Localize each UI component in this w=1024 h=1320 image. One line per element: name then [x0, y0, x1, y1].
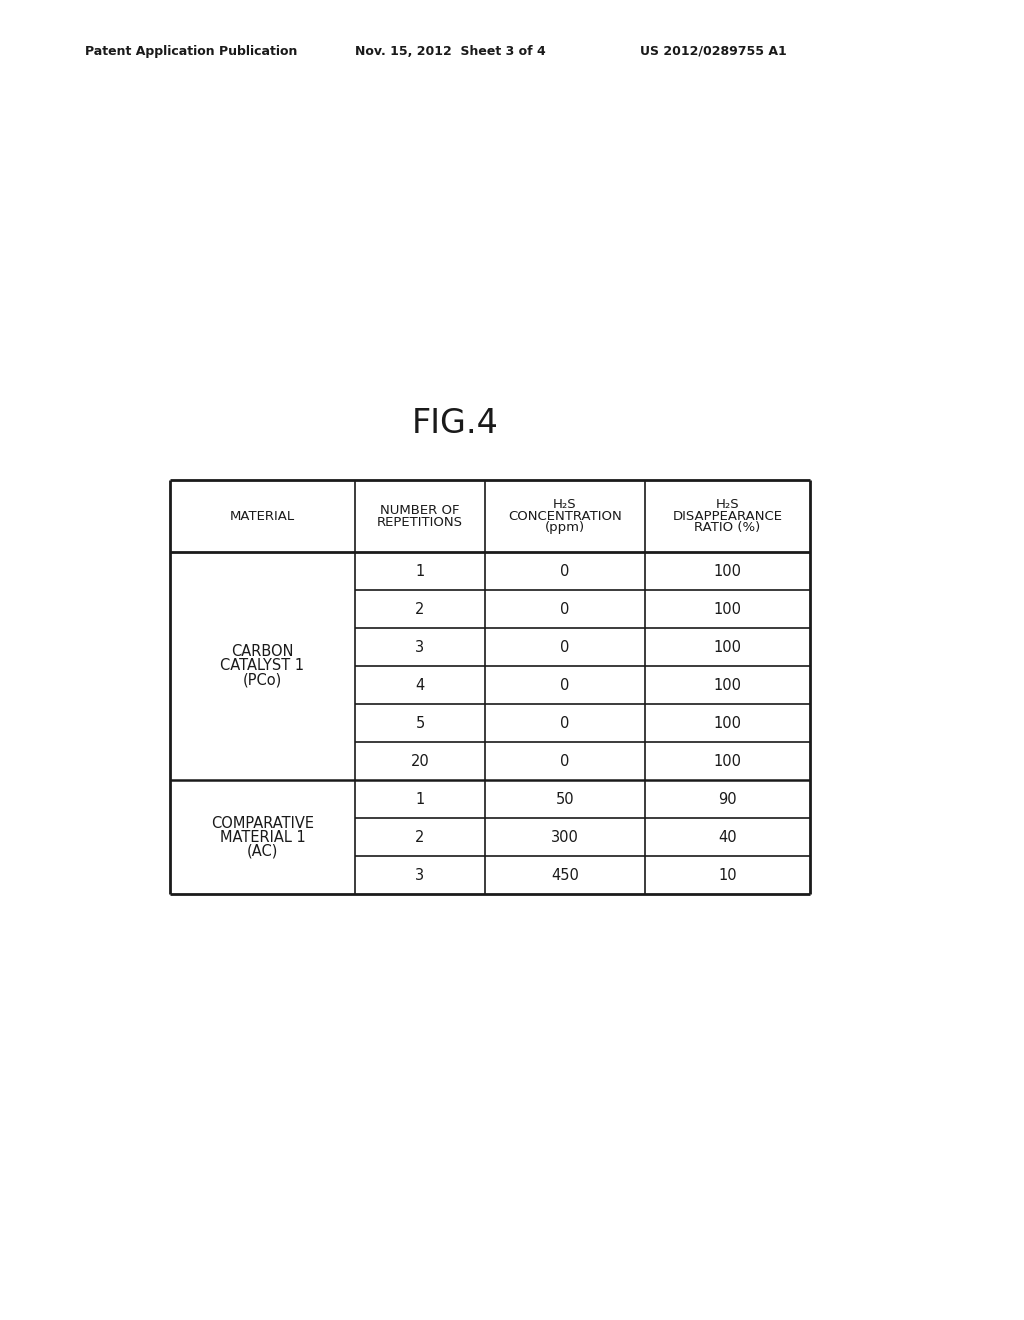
Text: RATIO (%): RATIO (%)	[694, 521, 761, 535]
Text: MATERIAL 1: MATERIAL 1	[219, 829, 305, 845]
Text: 300: 300	[551, 829, 579, 845]
Text: 3: 3	[416, 639, 425, 655]
Text: 0: 0	[560, 677, 569, 693]
Text: (PCo): (PCo)	[243, 672, 283, 688]
Text: 2: 2	[416, 602, 425, 616]
Text: Patent Application Publication: Patent Application Publication	[85, 45, 297, 58]
Text: 100: 100	[714, 754, 741, 768]
Text: 1: 1	[416, 564, 425, 578]
Text: COMPARATIVE: COMPARATIVE	[211, 816, 314, 830]
Text: (AC): (AC)	[247, 843, 279, 858]
Text: 50: 50	[556, 792, 574, 807]
Text: 10: 10	[718, 867, 737, 883]
Text: MATERIAL: MATERIAL	[230, 510, 295, 523]
Text: 3: 3	[416, 867, 425, 883]
Text: 1: 1	[416, 792, 425, 807]
Text: 0: 0	[560, 754, 569, 768]
Text: 20: 20	[411, 754, 429, 768]
Text: 0: 0	[560, 639, 569, 655]
Text: 0: 0	[560, 602, 569, 616]
Text: CATALYST 1: CATALYST 1	[220, 659, 304, 673]
Text: 100: 100	[714, 677, 741, 693]
Text: 40: 40	[718, 829, 737, 845]
Text: (ppm): (ppm)	[545, 521, 585, 535]
Text: 0: 0	[560, 715, 569, 730]
Text: FIG.4: FIG.4	[412, 407, 499, 440]
Text: Nov. 15, 2012  Sheet 3 of 4: Nov. 15, 2012 Sheet 3 of 4	[355, 45, 546, 58]
Text: CARBON: CARBON	[231, 644, 294, 660]
Text: 100: 100	[714, 564, 741, 578]
Text: H₂S: H₂S	[553, 498, 577, 511]
Text: 450: 450	[551, 867, 579, 883]
Text: 100: 100	[714, 715, 741, 730]
Text: REPETITIONS: REPETITIONS	[377, 516, 463, 528]
Text: H₂S: H₂S	[716, 498, 739, 511]
Text: 5: 5	[416, 715, 425, 730]
Text: DISAPPEARANCE: DISAPPEARANCE	[673, 510, 782, 523]
Text: US 2012/0289755 A1: US 2012/0289755 A1	[640, 45, 786, 58]
Text: 100: 100	[714, 639, 741, 655]
Text: 0: 0	[560, 564, 569, 578]
Text: 2: 2	[416, 829, 425, 845]
Text: 100: 100	[714, 602, 741, 616]
Text: CONCENTRATION: CONCENTRATION	[508, 510, 622, 523]
Text: 90: 90	[718, 792, 737, 807]
Text: 4: 4	[416, 677, 425, 693]
Text: NUMBER OF: NUMBER OF	[380, 503, 460, 516]
